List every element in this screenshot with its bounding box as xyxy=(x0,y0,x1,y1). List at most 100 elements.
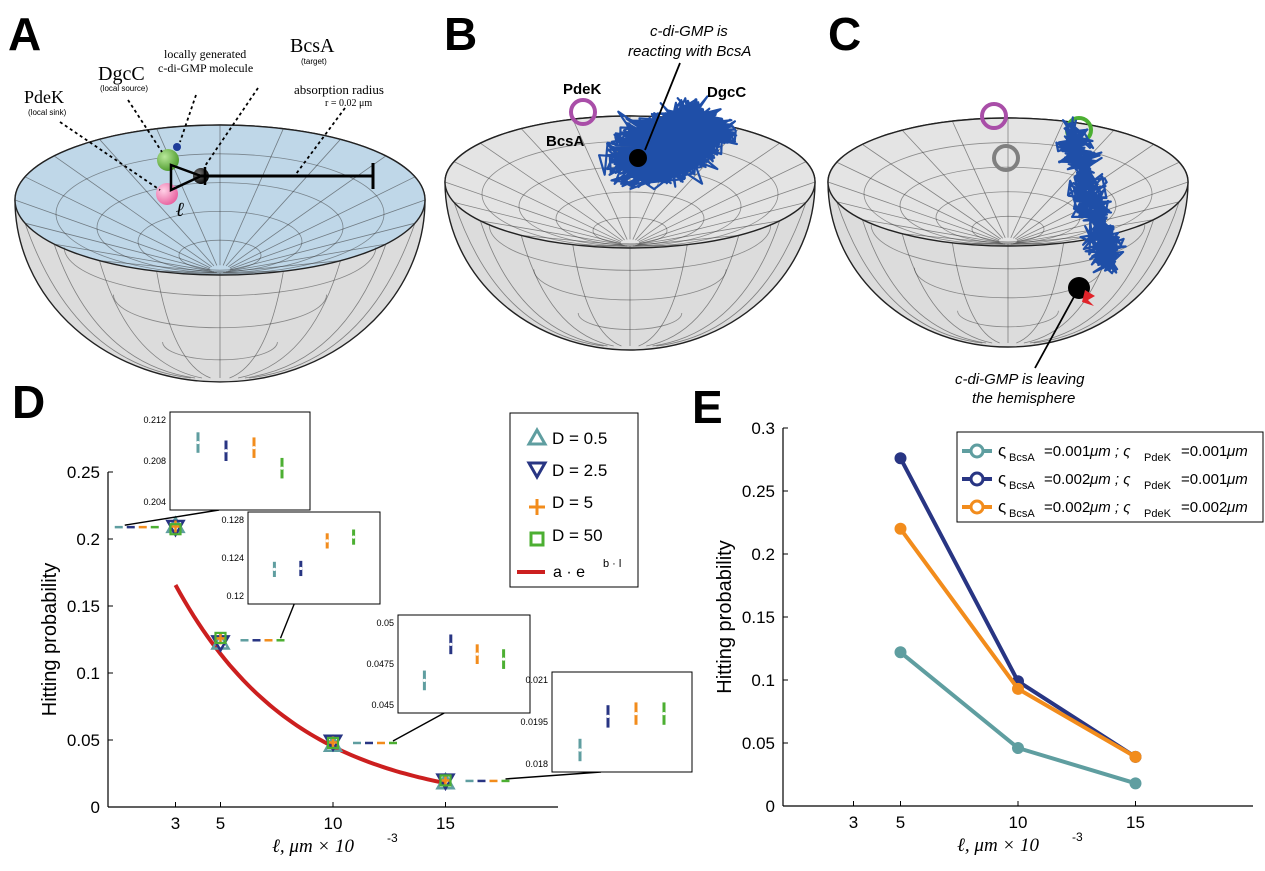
y-tick-label-d: 0.15 xyxy=(67,597,100,616)
inset-connector xyxy=(505,771,602,780)
panel-letter-c: C xyxy=(828,8,861,60)
legend-e-text: μm xyxy=(1226,499,1248,516)
legend-e-text: =0.002 xyxy=(1044,471,1090,488)
series-point xyxy=(894,452,907,465)
x-tick-label-e: 3 xyxy=(849,813,858,832)
legend-e-text: =0.001 xyxy=(1044,443,1090,460)
ext-latitude xyxy=(63,247,377,297)
y-tick-label-e: 0.25 xyxy=(742,482,775,501)
inset-point xyxy=(578,748,582,752)
ext-meridian xyxy=(652,220,781,347)
legend-e-text: =0.002 xyxy=(1181,499,1227,516)
molecule-label-1: locally generated xyxy=(164,47,246,61)
inset-connector xyxy=(124,509,220,526)
meridian xyxy=(222,128,284,266)
marker-square xyxy=(214,631,227,644)
inset-box xyxy=(169,411,311,511)
meridian xyxy=(1015,219,1154,244)
ext-meridian xyxy=(951,242,1000,344)
ext-meridian xyxy=(99,260,203,379)
inset-point xyxy=(449,642,453,646)
legend-marker-d50 xyxy=(529,531,545,547)
inset-tick-label: 0.045 xyxy=(371,700,394,710)
trajectory-b xyxy=(598,95,738,191)
panel-letter-e: E xyxy=(692,381,723,433)
ext-meridian xyxy=(479,220,608,347)
callout-c xyxy=(1034,294,1076,369)
ext-meridian xyxy=(1016,242,1065,344)
legend-e-text: μm xyxy=(1226,471,1248,488)
inset-tick-label: 0.018 xyxy=(525,759,548,769)
legend-label-d50: D = 50 xyxy=(552,526,603,545)
x-tick-label-d: 5 xyxy=(216,814,225,833)
legend-e-text: μm ; ς xyxy=(1089,471,1131,488)
latitude xyxy=(178,239,262,271)
inset-point xyxy=(280,466,284,470)
latitude xyxy=(863,142,1153,246)
ext-meridian xyxy=(244,243,387,379)
legend-e-text: μm ; ς xyxy=(1089,499,1131,516)
legend-e-text: ς xyxy=(998,441,1006,460)
y-tick-label-d: 0 xyxy=(91,798,100,817)
inset-tick-label: 0.021 xyxy=(525,675,548,685)
legend-e-marker xyxy=(969,443,985,459)
meridian xyxy=(862,219,1001,244)
y-tick-label-d: 0.25 xyxy=(67,463,100,482)
meridian xyxy=(54,243,212,272)
marker-square xyxy=(439,774,452,787)
y-axis-label-d: Hitting probability xyxy=(39,563,61,716)
x-tick-label-d: 3 xyxy=(171,814,180,833)
x-tick-label-e: 15 xyxy=(1126,813,1145,832)
series-point xyxy=(1129,750,1142,763)
inset-point xyxy=(272,567,276,572)
latitude xyxy=(899,166,1117,245)
meridian xyxy=(1012,129,1115,239)
series-line xyxy=(899,650,1137,786)
y-tick-label-e: 0.05 xyxy=(742,734,775,753)
legend-label-fit: a · e xyxy=(553,564,585,581)
meridian xyxy=(228,243,386,272)
series-point xyxy=(1129,777,1142,790)
dgcc-sub-a: (local source) xyxy=(100,84,148,93)
meridian xyxy=(229,222,416,271)
hemisphere-c xyxy=(827,117,1189,348)
legend-label-fit-exp: b · l xyxy=(603,558,621,570)
legend-e-text: ς xyxy=(998,497,1006,516)
x-axis-label-d: ℓ, μm × 10 xyxy=(272,836,354,857)
legend-e-text: BcsA xyxy=(1009,452,1035,464)
legend-label-d05: D = 0.5 xyxy=(552,429,607,448)
pdek-ring-b xyxy=(569,98,597,126)
ext-latitude xyxy=(162,341,278,361)
trajectory-c xyxy=(1055,116,1127,275)
legend-e-text: =0.001 xyxy=(1181,443,1227,460)
note-c-2: the hemisphere xyxy=(972,390,1075,407)
ext-meridian xyxy=(237,260,341,379)
meridian xyxy=(480,220,623,246)
meridian xyxy=(901,129,1004,239)
ext-meridian xyxy=(156,271,211,379)
inset-point xyxy=(299,566,303,571)
panel-b: B c-di-GMP is reacting with BcsA PdeK Dg… xyxy=(444,8,816,351)
ext-meridian xyxy=(249,223,416,379)
ext-meridian xyxy=(24,223,191,379)
legend-marker-d05 xyxy=(526,426,548,446)
panel-letter-b: B xyxy=(444,8,477,60)
marker-square xyxy=(169,523,182,536)
inset-box xyxy=(247,511,381,605)
inset-connector xyxy=(279,603,295,639)
ext-latitude xyxy=(489,225,771,271)
ext-meridian xyxy=(453,202,604,347)
inset-point xyxy=(325,539,329,543)
series-point xyxy=(894,646,907,659)
meridian xyxy=(637,142,780,242)
ext-meridian xyxy=(861,219,987,344)
x-tick-label-e: 10 xyxy=(1009,813,1028,832)
inset-point xyxy=(662,712,666,716)
meridian xyxy=(952,120,1006,239)
legend-e-box xyxy=(956,431,1264,523)
marker-square xyxy=(326,736,340,750)
bcsa-label-a: BcsA xyxy=(290,35,335,57)
inset-box xyxy=(397,614,531,714)
ell-label-a: ℓ xyxy=(176,199,185,221)
